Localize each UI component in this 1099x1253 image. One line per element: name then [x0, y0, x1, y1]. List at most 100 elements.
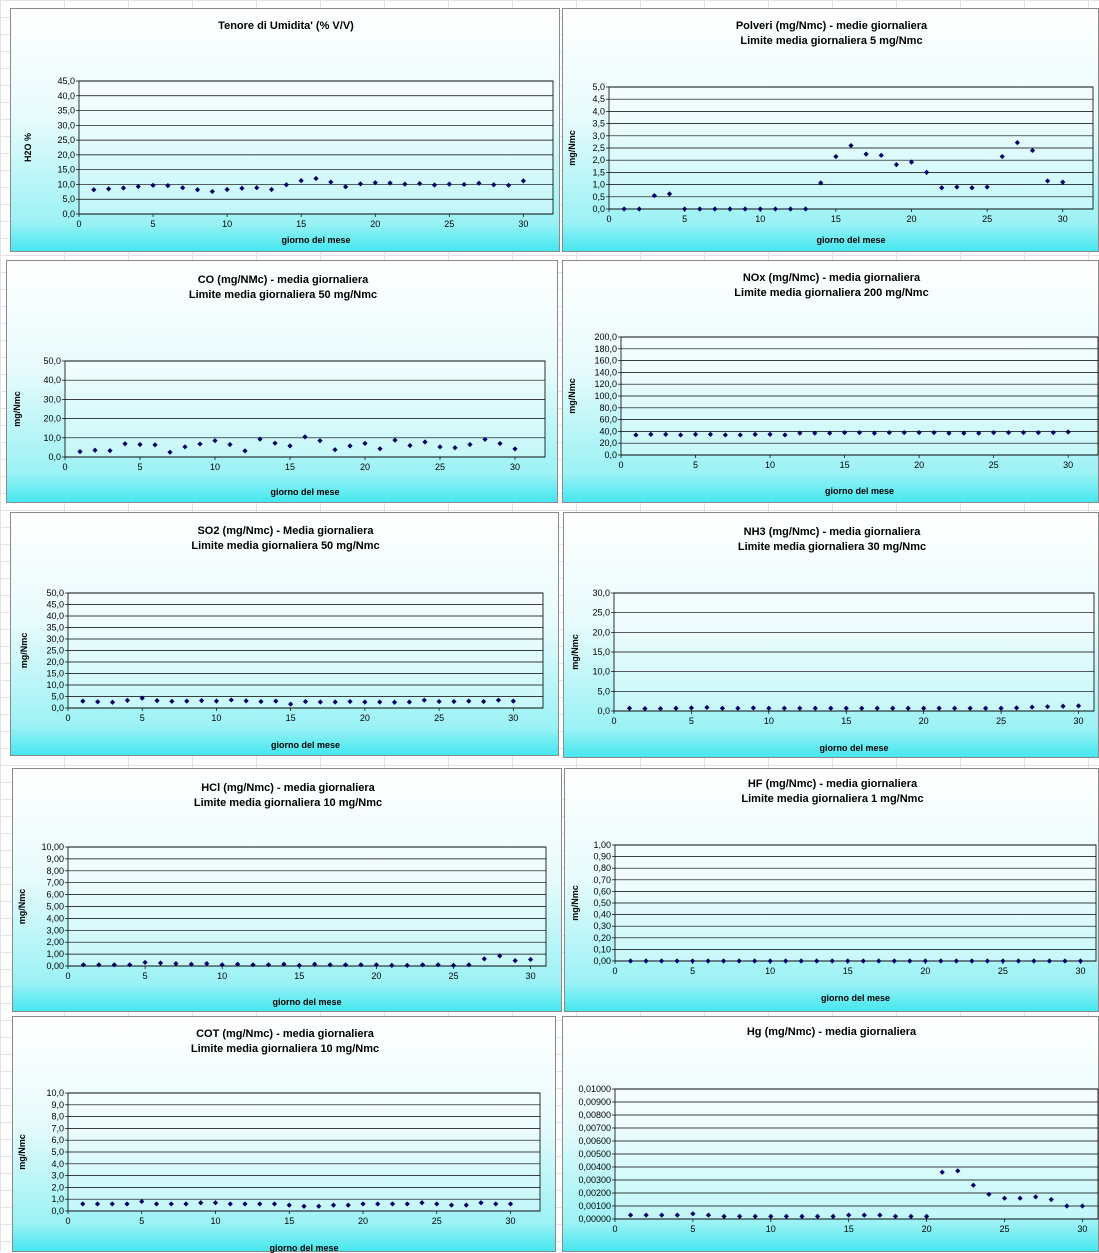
x-tick-label: 10: [765, 966, 775, 976]
x-tick-label: 10: [764, 716, 774, 726]
x-axis-label: giorno del mese: [269, 1243, 338, 1253]
data-point: [505, 182, 512, 188]
data-point: [287, 443, 293, 449]
y-tick-label: 8,0: [51, 1112, 64, 1122]
data-point: [742, 206, 748, 212]
chart-title-line: HF (mg/Nmc) - media giornaliera: [748, 778, 918, 790]
y-tick-label: 80,0: [599, 403, 617, 413]
data-point: [969, 185, 975, 191]
data-point: [908, 1213, 914, 1219]
chart-nox[interactable]: NOx (mg/Nmc) - media giornaliera Limite m…: [562, 260, 1099, 503]
data-point: [1017, 1195, 1023, 1201]
data-point: [830, 1213, 836, 1219]
y-tick-label: 100,0: [594, 391, 617, 401]
data-point: [298, 178, 304, 184]
data-point: [357, 181, 364, 187]
chart-hf[interactable]: HF (mg/Nmc) - media giornaliera Limite me…: [564, 768, 1099, 1012]
data-point: [892, 1213, 899, 1219]
chart-co[interactable]: CO (mg/NMc) - media giornaliera Limite me…: [6, 260, 558, 503]
data-point: [482, 436, 488, 442]
chart-title-line: Limite media giornaliera 1 mg/Nmc: [741, 793, 923, 805]
data-point: [1029, 704, 1035, 710]
chart-title-line: Limite media giornaliera 50 mg/Nmc: [191, 540, 379, 552]
data-point: [228, 697, 234, 703]
data-point: [908, 159, 915, 165]
data-point: [497, 953, 503, 959]
chart-nh3[interactable]: NH3 (mg/Nmc) - media giornaliera Limite m…: [563, 512, 1099, 758]
x-tick-label: 20: [919, 716, 929, 726]
data-point: [848, 142, 854, 149]
data-point: [969, 958, 975, 964]
data-point: [621, 206, 627, 212]
chart-polveri[interactable]: Polveri (mg/Nmc) - medie giornaliera Limi…: [562, 8, 1099, 252]
data-point: [154, 698, 160, 704]
y-tick-label: 20,0: [43, 414, 61, 424]
data-point: [1046, 958, 1053, 964]
x-tick-label: 20: [370, 219, 380, 229]
chart-h2o[interactable]: Tenore di Umidita' (% V/V) 0,0 5,0 10,0 15,0…: [10, 8, 560, 252]
y-tick-label: 60,0: [599, 415, 617, 425]
data-point: [387, 180, 393, 186]
data-point: [452, 445, 458, 451]
data-point: [283, 182, 289, 188]
data-point: [124, 1201, 130, 1207]
chart-so2[interactable]: SO2 (mg/Nmc) - Media giornaliera Limite m…: [10, 512, 559, 756]
data-point: [180, 185, 186, 191]
y-tick-label: 1,00: [593, 840, 611, 850]
data-point: [404, 962, 410, 969]
x-tick-label: 20: [371, 971, 381, 981]
data-point: [846, 1212, 852, 1218]
x-tick-label: 5: [143, 971, 148, 981]
y-tick-label: 0,00300: [578, 1175, 611, 1185]
x-axis-label: giorno del mese: [281, 235, 350, 245]
y-tick-label: 3,5: [592, 119, 605, 129]
y-tick-label: 4,5: [592, 94, 605, 104]
data-point: [204, 961, 210, 967]
y-tick-label: 0,00: [593, 956, 611, 966]
chart-svg: NH3 (mg/Nmc) - media giornaliera Limite m…: [570, 526, 1095, 753]
x-tick-label: 25: [1000, 1224, 1010, 1234]
y-tick-label: 35,0: [46, 623, 64, 633]
y-tick-label: 5,00: [46, 902, 64, 912]
data-point: [497, 440, 503, 447]
y-tick-label: 0,80: [593, 863, 611, 873]
chart-hcl[interactable]: HCl (mg/Nmc) - media giornaliera Limite m…: [12, 768, 562, 1012]
y-tick-label: 0,00800: [578, 1110, 611, 1120]
x-axis-label: giorno del mese: [270, 487, 339, 497]
data-point: [697, 206, 703, 212]
y-axis-label: mg/Nmc: [567, 130, 577, 166]
x-tick-label: 25: [996, 716, 1006, 726]
y-tick-label: 20,0: [599, 438, 617, 448]
x-tick-label: 30: [505, 1216, 515, 1226]
x-tick-label: 20: [360, 462, 370, 472]
y-tick-label: 10,0: [46, 1088, 64, 1098]
data-point: [106, 186, 112, 192]
data-point: [135, 183, 141, 190]
data-point: [139, 1198, 145, 1205]
data-point: [939, 185, 945, 191]
x-tick-label: 30: [1058, 214, 1068, 224]
data-point: [286, 1202, 292, 1208]
data-point: [651, 192, 657, 199]
data-point: [955, 1168, 961, 1174]
y-tick-label: 6,00: [46, 890, 64, 900]
data-point: [712, 206, 718, 212]
data-point: [905, 705, 911, 711]
chart-hg[interactable]: Hg (mg/Nmc) - media giornaliera 0,00000 0,…: [562, 1016, 1099, 1252]
data-point: [493, 1201, 499, 1207]
data-point: [183, 1201, 189, 1207]
chart-cot[interactable]: COT (mg/Nmc) - media giornaliera Limite m…: [12, 1016, 556, 1253]
data-point: [953, 958, 959, 964]
x-tick-label: 30: [510, 462, 520, 472]
y-tick-label: 45,0: [57, 76, 75, 86]
data-point: [736, 958, 742, 964]
x-tick-label: 15: [844, 1224, 854, 1234]
y-tick-label: 5,0: [592, 82, 605, 92]
x-tick-label: 15: [831, 214, 841, 224]
chart-title-line: Limite media giornaliera 5 mg/Nmc: [740, 35, 922, 47]
y-tick-label: 0,0: [48, 452, 61, 462]
y-tick-label: 10,0: [46, 680, 64, 690]
x-tick-label: 15: [286, 713, 296, 723]
data-point: [829, 958, 835, 964]
data-point: [389, 962, 395, 969]
